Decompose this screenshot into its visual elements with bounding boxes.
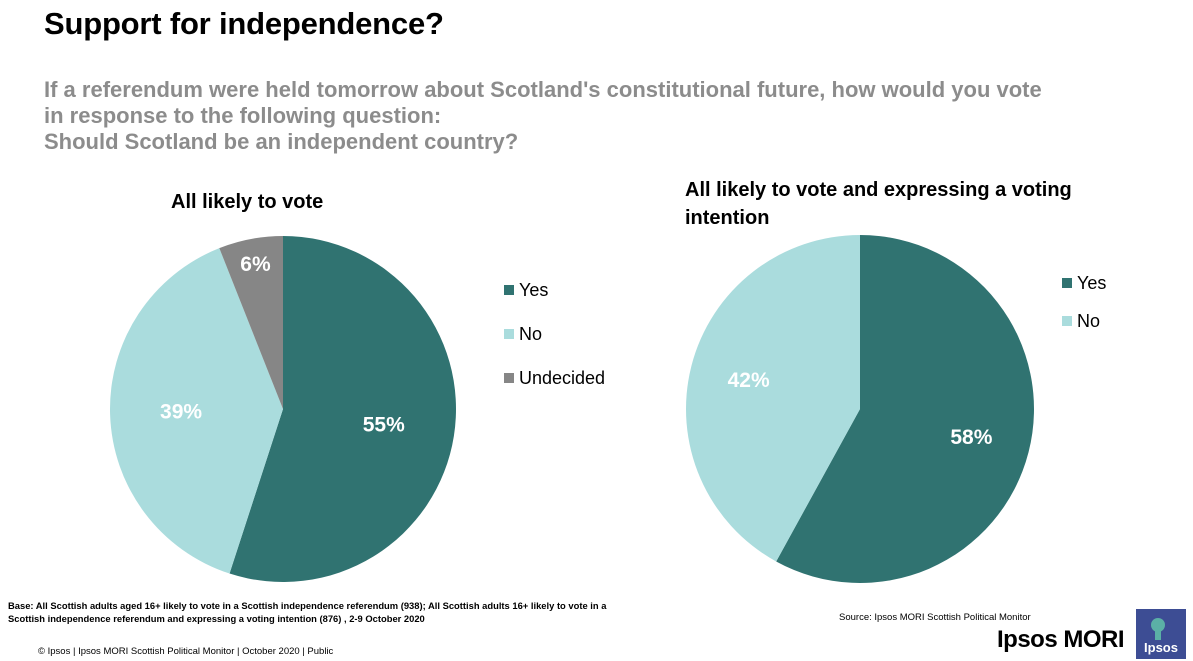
legend-swatch-no — [1062, 316, 1072, 326]
chart-1-title: All likely to vote — [171, 191, 324, 213]
legend-swatch-no — [504, 329, 514, 339]
pie-chart-all-likely: 55% 39% 6% — [110, 236, 457, 582]
legend-label-yes: Yes — [1077, 272, 1107, 293]
legend-label-undecided: Undecided — [519, 367, 606, 388]
chart-2-title: All likely to vote and expressing a voti… — [685, 179, 1072, 229]
brand-name: Ipsos MORI — [997, 626, 1125, 653]
legend-item-yes: Yes — [1062, 264, 1106, 302]
footer-text: © Ipsos | Ipsos MORI Scottish Political … — [38, 646, 334, 657]
question-line-2: in response to the following question: — [44, 103, 442, 128]
data-label-no: 42% — [728, 369, 770, 392]
source-note: Source: Ipsos MORI Scottish Political Mo… — [839, 612, 1031, 623]
pie-chart-expressing-intention: 58% 42% — [686, 235, 1034, 583]
legend-item-undecided: Undecided — [504, 356, 605, 400]
question-line-1: If a referendum were held tomorrow about… — [44, 77, 1042, 102]
chart-2-legend: Yes No — [1062, 264, 1106, 340]
base-note: Base: All Scottish adults aged 16+ likel… — [8, 600, 607, 624]
data-label-yes: 55% — [363, 413, 405, 436]
legend-item-no: No — [1062, 302, 1106, 340]
page-title: Support for independence? — [44, 6, 444, 41]
chart-1-legend: Yes No Undecided — [504, 268, 605, 400]
data-label-no: 39% — [160, 401, 202, 424]
pie-slice-no — [110, 248, 284, 574]
legend-label-no: No — [519, 323, 543, 344]
legend-item-yes: Yes — [504, 268, 605, 312]
logo-text: Ipsos — [1144, 640, 1178, 655]
survey-question: If a referendum were held tomorrow about… — [44, 77, 1164, 155]
legend-label-no: No — [1077, 310, 1101, 331]
legend-swatch-yes — [504, 285, 514, 295]
data-label-undecided: 6% — [240, 253, 271, 276]
data-label-yes: 58% — [950, 426, 992, 449]
question-line-3: Should Scotland be an independent countr… — [44, 129, 519, 154]
logo-mark-icon — [1151, 618, 1165, 640]
ipsos-logo: Ipsos — [1136, 609, 1186, 659]
pie-slice-undecided — [219, 236, 283, 409]
pie-slice-yes — [229, 236, 457, 582]
legend-label-yes: Yes — [519, 279, 549, 300]
legend-swatch-undecided — [504, 373, 514, 383]
pie-slice-yes — [776, 235, 1034, 583]
legend-swatch-yes — [1062, 278, 1072, 288]
pie-slice-no — [686, 235, 860, 562]
legend-item-no: No — [504, 312, 605, 356]
